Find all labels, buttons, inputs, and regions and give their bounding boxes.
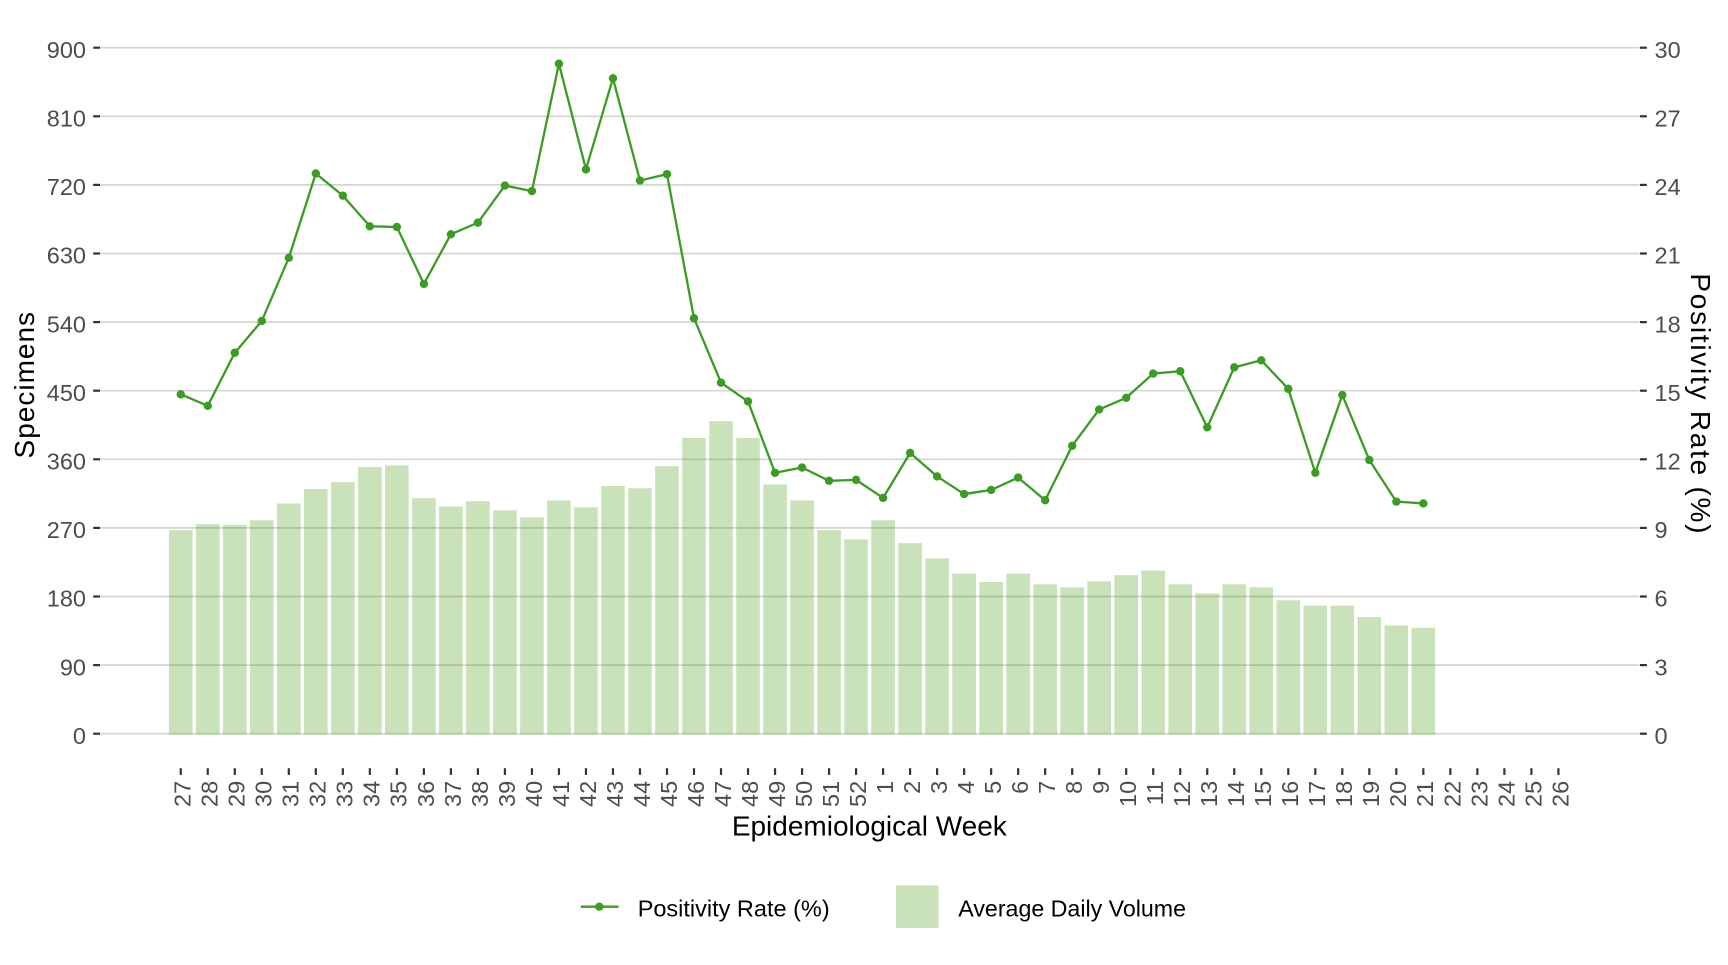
svg-text:41: 41 <box>548 781 574 807</box>
svg-text:9: 9 <box>1088 781 1114 794</box>
svg-text:15: 15 <box>1250 781 1276 807</box>
svg-text:11: 11 <box>1142 781 1168 805</box>
svg-text:22: 22 <box>1439 781 1465 807</box>
svg-text:50: 50 <box>791 781 817 807</box>
svg-text:23: 23 <box>1466 781 1492 807</box>
svg-text:32: 32 <box>305 781 331 807</box>
svg-text:Average Daily Volume: Average Daily Volume <box>958 895 1186 921</box>
svg-text:2: 2 <box>899 781 925 794</box>
svg-text:3: 3 <box>926 781 952 794</box>
svg-text:29: 29 <box>224 781 250 807</box>
svg-text:30: 30 <box>1655 37 1681 63</box>
svg-text:38: 38 <box>467 781 493 807</box>
svg-text:30: 30 <box>251 781 277 807</box>
svg-text:24: 24 <box>1493 781 1519 807</box>
svg-text:21: 21 <box>1412 781 1438 807</box>
svg-text:450: 450 <box>47 380 86 406</box>
svg-text:18: 18 <box>1655 311 1681 337</box>
svg-text:19: 19 <box>1358 781 1384 807</box>
svg-text:630: 630 <box>47 243 86 269</box>
svg-text:48: 48 <box>737 781 763 807</box>
svg-text:6: 6 <box>1007 781 1033 794</box>
svg-text:27: 27 <box>170 781 196 807</box>
svg-text:Positivity Rate (%): Positivity Rate (%) <box>638 895 830 921</box>
svg-text:5: 5 <box>980 781 1006 794</box>
svg-text:45: 45 <box>656 781 682 807</box>
svg-text:16: 16 <box>1277 781 1303 807</box>
svg-text:20: 20 <box>1385 781 1411 807</box>
svg-text:36: 36 <box>413 781 439 807</box>
svg-text:14: 14 <box>1223 781 1249 807</box>
svg-text:7: 7 <box>1034 781 1060 794</box>
svg-text:27: 27 <box>1655 106 1681 132</box>
svg-text:0: 0 <box>73 723 86 749</box>
svg-text:720: 720 <box>47 174 86 200</box>
svg-text:4: 4 <box>953 781 979 794</box>
svg-text:90: 90 <box>60 654 86 680</box>
svg-text:360: 360 <box>47 449 86 475</box>
svg-text:25: 25 <box>1520 781 1546 807</box>
svg-text:24: 24 <box>1655 174 1681 200</box>
svg-text:31: 31 <box>278 781 304 807</box>
svg-text:47: 47 <box>710 781 736 807</box>
svg-text:21: 21 <box>1655 243 1681 269</box>
svg-text:26: 26 <box>1547 781 1573 807</box>
svg-text:Specimens: Specimens <box>9 311 40 459</box>
svg-text:33: 33 <box>332 781 358 807</box>
svg-text:43: 43 <box>602 781 628 807</box>
svg-text:8: 8 <box>1061 781 1087 794</box>
svg-text:49: 49 <box>764 781 790 807</box>
svg-text:15: 15 <box>1655 380 1681 406</box>
svg-text:Positivity Rate (%): Positivity Rate (%) <box>1685 273 1716 535</box>
svg-text:35: 35 <box>386 781 412 807</box>
svg-text:13: 13 <box>1196 781 1222 807</box>
svg-text:46: 46 <box>683 781 709 807</box>
svg-text:810: 810 <box>47 106 86 132</box>
svg-text:44: 44 <box>629 781 655 807</box>
svg-text:270: 270 <box>47 517 86 543</box>
svg-text:40: 40 <box>521 781 547 807</box>
svg-text:3: 3 <box>1655 654 1668 680</box>
svg-text:12: 12 <box>1169 781 1195 807</box>
svg-text:6: 6 <box>1655 586 1668 612</box>
svg-text:12: 12 <box>1655 449 1681 475</box>
svg-text:52: 52 <box>845 781 871 807</box>
svg-text:540: 540 <box>47 311 86 337</box>
svg-text:0: 0 <box>1655 723 1668 749</box>
svg-text:34: 34 <box>359 781 385 807</box>
svg-text:17: 17 <box>1304 781 1330 807</box>
svg-text:1: 1 <box>872 781 898 794</box>
svg-text:51: 51 <box>818 781 844 807</box>
svg-text:28: 28 <box>197 781 223 807</box>
svg-text:39: 39 <box>494 781 520 807</box>
svg-text:37: 37 <box>440 781 466 807</box>
svg-text:180: 180 <box>47 586 86 612</box>
svg-text:Epidemiological Week: Epidemiological Week <box>732 810 1008 841</box>
svg-text:900: 900 <box>47 37 86 63</box>
svg-text:10: 10 <box>1115 781 1141 807</box>
svg-text:42: 42 <box>575 781 601 807</box>
svg-text:9: 9 <box>1655 517 1668 543</box>
svg-text:18: 18 <box>1331 781 1357 807</box>
